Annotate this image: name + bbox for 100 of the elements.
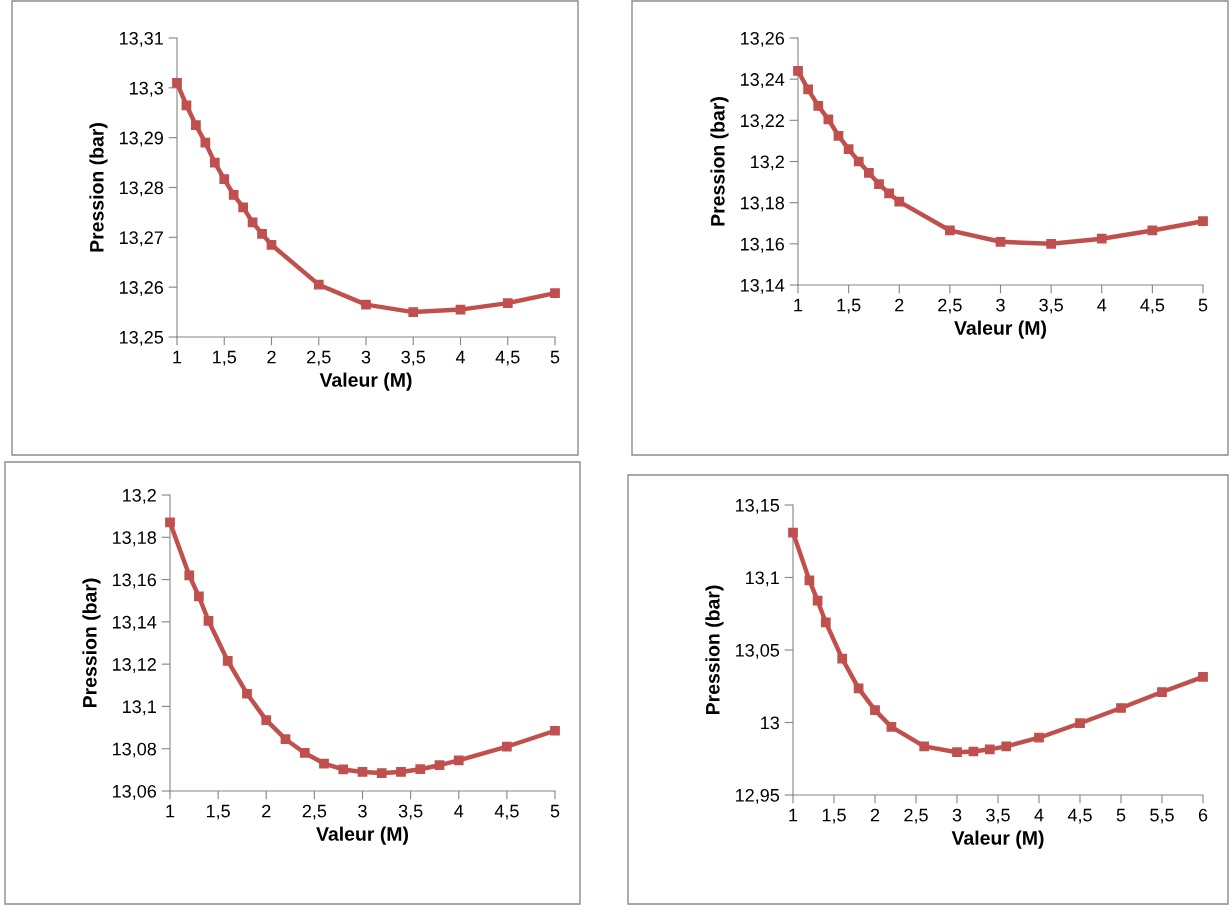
x-tick-label: 4,5 bbox=[495, 350, 520, 366]
x-axis-title: Valeur (M) bbox=[954, 320, 1046, 339]
point bbox=[1157, 687, 1167, 697]
y-tick-label: 13,14 bbox=[741, 278, 785, 294]
point bbox=[408, 307, 419, 317]
y-axis-title: Pression (bar) bbox=[82, 578, 101, 708]
x-tick-label: 5 bbox=[1198, 298, 1208, 312]
x-axis-title: Valeur (M) bbox=[316, 826, 408, 845]
point bbox=[894, 196, 905, 207]
y-tick-label: 13,18 bbox=[741, 196, 785, 212]
x-tick-label: 1 bbox=[789, 808, 798, 822]
x-tick-label: 2,5 bbox=[904, 808, 928, 824]
point bbox=[1034, 732, 1044, 743]
point bbox=[1198, 671, 1208, 682]
point bbox=[843, 144, 854, 155]
point bbox=[280, 734, 291, 745]
x-tick-label: 2,5 bbox=[302, 804, 327, 820]
point bbox=[453, 755, 464, 766]
x-tick-label: 3,5 bbox=[401, 350, 426, 366]
point bbox=[319, 758, 329, 769]
point bbox=[984, 744, 995, 755]
y-tick-label: 13,24 bbox=[741, 73, 785, 89]
point bbox=[222, 656, 233, 666]
x-tick-label: 1,5 bbox=[822, 808, 846, 824]
point bbox=[812, 595, 823, 606]
x-tick-label: 1,5 bbox=[837, 298, 861, 314]
x-tick-label: 3 bbox=[996, 298, 1005, 312]
y-tick-label: 13,14 bbox=[113, 615, 157, 631]
x-tick-label: 5 bbox=[550, 804, 560, 818]
point bbox=[299, 748, 310, 758]
y-tick-label: 13,26 bbox=[741, 31, 785, 47]
y-tick-label: 13,31 bbox=[120, 31, 163, 47]
point bbox=[191, 120, 201, 131]
x-tick-label: 4,5 bbox=[1140, 298, 1165, 314]
point bbox=[357, 767, 368, 777]
x-tick-label: 4 bbox=[1097, 298, 1107, 312]
x-tick-label: 2,5 bbox=[307, 350, 331, 366]
y-tick-label: 13,06 bbox=[113, 784, 157, 800]
point bbox=[952, 747, 962, 758]
y-tick-label: 13,16 bbox=[113, 573, 157, 589]
point bbox=[1046, 238, 1056, 249]
y-tick-label: 13,05 bbox=[736, 643, 780, 659]
x-tick-label: 1 bbox=[173, 350, 182, 364]
y-tick-label: 13,12 bbox=[113, 658, 156, 673]
x-tick-label: 2 bbox=[267, 350, 276, 364]
y-tick-label: 12,95 bbox=[736, 788, 780, 804]
point bbox=[165, 517, 175, 528]
point bbox=[415, 764, 426, 775]
x-tick-label: 1,5 bbox=[206, 804, 230, 820]
point bbox=[203, 615, 214, 626]
y-tick-label: 13,3 bbox=[130, 81, 164, 97]
point bbox=[184, 570, 195, 581]
y-axis-title: Pression (bar) bbox=[89, 123, 108, 252]
point bbox=[550, 288, 560, 299]
point bbox=[228, 190, 239, 200]
x-tick-label: 4 bbox=[454, 804, 464, 818]
point bbox=[434, 760, 445, 771]
x-tick-label: 4,5 bbox=[494, 804, 519, 820]
y-tick-label: 13,28 bbox=[120, 181, 164, 197]
point bbox=[181, 100, 192, 111]
x-tick-label: 5 bbox=[1116, 808, 1126, 822]
point bbox=[361, 299, 371, 310]
x-tick-label: 3,5 bbox=[398, 804, 423, 820]
y-tick-label: 13,29 bbox=[120, 131, 163, 147]
point bbox=[788, 527, 798, 538]
x-axis-title: Valeur (M) bbox=[319, 372, 412, 391]
y-tick-label: 13,22 bbox=[741, 114, 784, 130]
x-tick-label: 2 bbox=[870, 808, 880, 822]
point bbox=[995, 236, 1006, 247]
x-tick-label: 1 bbox=[794, 298, 803, 312]
point bbox=[257, 228, 267, 239]
x-tick-label: 5 bbox=[550, 350, 560, 364]
x-tick-label: 5,5 bbox=[1150, 808, 1174, 824]
point bbox=[884, 188, 894, 199]
point bbox=[396, 767, 406, 777]
x-tick-label: 6 bbox=[1198, 808, 1208, 822]
point bbox=[864, 167, 874, 178]
x-axis-title: Valeur (M) bbox=[951, 830, 1044, 849]
point bbox=[376, 768, 387, 778]
y-tick-label: 13,18 bbox=[113, 531, 157, 547]
point bbox=[919, 741, 930, 752]
point bbox=[1116, 703, 1126, 713]
point bbox=[837, 653, 848, 664]
point bbox=[242, 688, 252, 699]
x-tick-label: 3 bbox=[361, 350, 371, 364]
x-tick-label: 1,5 bbox=[213, 350, 237, 366]
y-tick-label: 13,08 bbox=[113, 742, 157, 758]
point bbox=[172, 77, 182, 88]
y-axis-title: Pression (bar) bbox=[705, 585, 724, 715]
point bbox=[945, 225, 955, 236]
point bbox=[1096, 233, 1107, 244]
point bbox=[886, 721, 897, 732]
y-tick-label: 13,27 bbox=[120, 231, 163, 247]
y-tick-label: 13,1 bbox=[746, 571, 779, 587]
point bbox=[238, 202, 249, 213]
x-tick-label: 4 bbox=[1034, 808, 1044, 822]
point bbox=[200, 137, 211, 148]
point bbox=[502, 298, 513, 308]
x-tick-label: 3 bbox=[952, 808, 962, 822]
y-axis-title: Pression (bar) bbox=[710, 97, 729, 226]
